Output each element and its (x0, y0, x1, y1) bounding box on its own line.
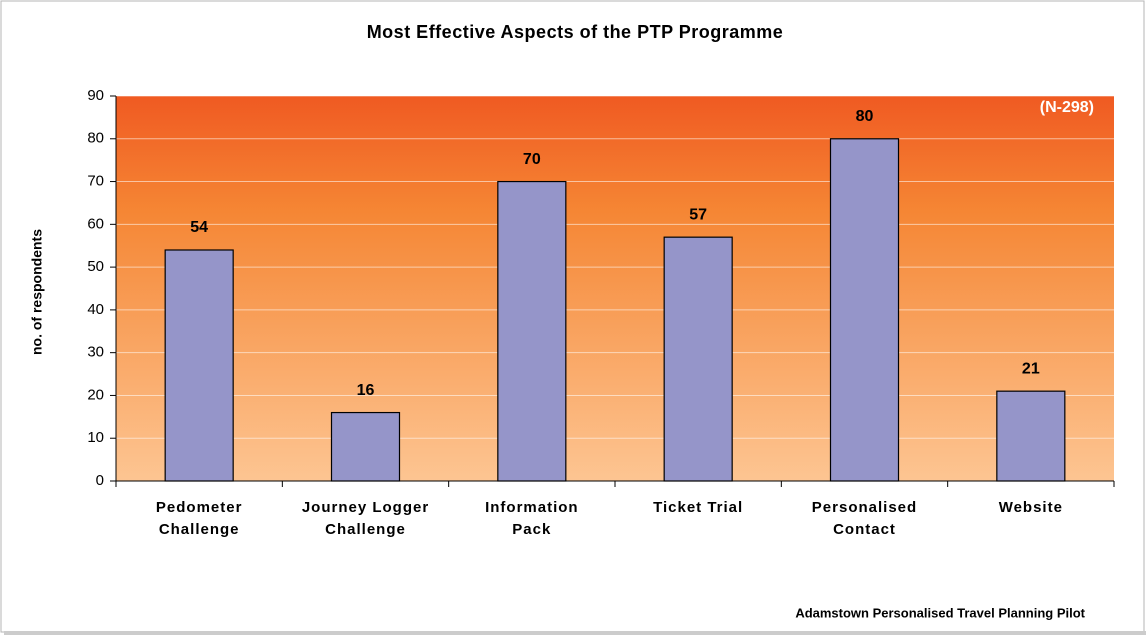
x-tick-label: Pedometer Challenge (155, 499, 243, 538)
footer: Adamstown Personalised Travel Planning P… (795, 605, 1085, 620)
y-tick-label: 70 (87, 173, 104, 190)
y-tick-label: 10 (87, 429, 104, 446)
y-tick-label: 60 (87, 215, 104, 232)
bar (164, 249, 234, 482)
bar (497, 180, 567, 482)
bar (996, 390, 1066, 482)
value-label: 57 (689, 206, 707, 223)
value-label: 80 (856, 108, 874, 125)
value-label: 70 (523, 151, 541, 168)
chart-title: Most Effective Aspects of the PTP Progra… (367, 22, 784, 42)
y-tick-label: 40 (87, 301, 104, 318)
y-tick-label: 90 (87, 87, 104, 104)
y-tick-label: 80 (87, 130, 104, 147)
annotation: (N-298) (1040, 99, 1094, 116)
plot-area (116, 96, 1114, 481)
bar (829, 138, 900, 482)
bar (663, 236, 733, 482)
value-label: 54 (190, 219, 208, 236)
x-tick-label: Ticket Trial (653, 499, 744, 516)
x-tick-label: Personalised Contact (811, 499, 918, 538)
y-tick-label: 0 (96, 472, 104, 489)
y-tick-label: 20 (87, 386, 104, 403)
bar (330, 411, 401, 482)
y-tick-label: 30 (87, 344, 104, 361)
value-label: 16 (357, 382, 375, 399)
x-tick-label: Website (998, 499, 1063, 516)
y-tick-label: 50 (87, 258, 104, 275)
x-tick-label: Journey Logger Challenge (301, 499, 430, 538)
y-axis-label: no. of respondents (29, 229, 45, 355)
x-tick-label: Information Pack (485, 499, 579, 538)
value-label: 21 (1022, 360, 1040, 377)
